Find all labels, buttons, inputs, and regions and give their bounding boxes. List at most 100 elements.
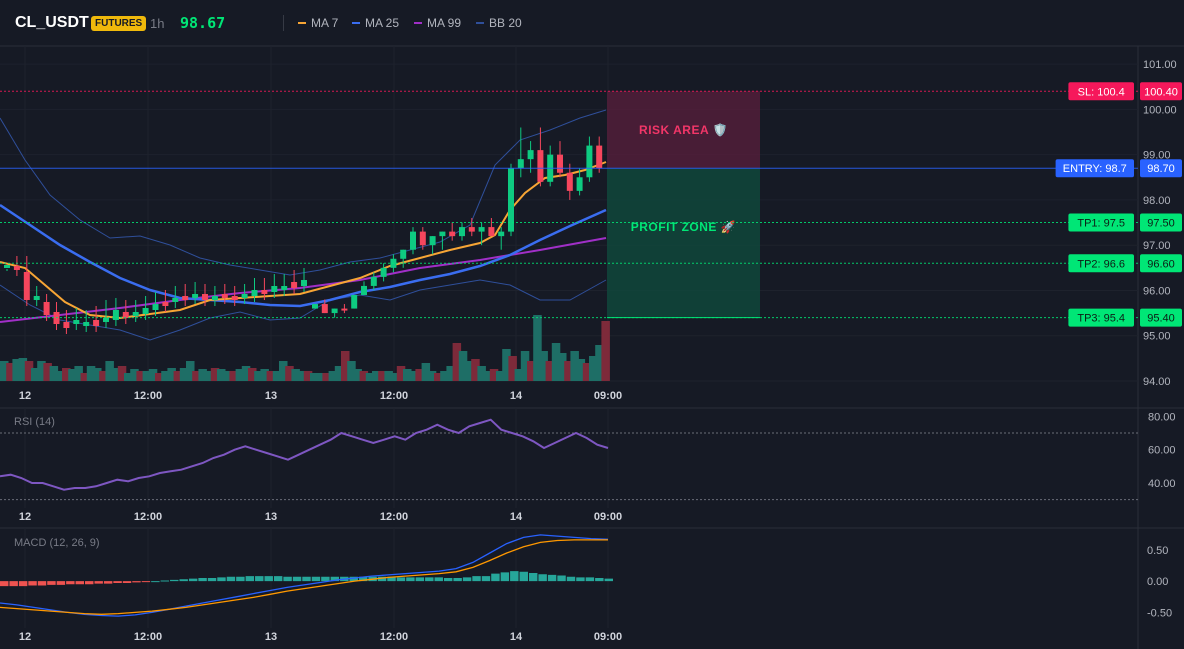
volume-bar (86, 366, 96, 381)
candle-body (132, 312, 139, 316)
volume-bar (496, 371, 505, 381)
macd-histogram-bar (595, 578, 604, 582)
volume-bar (186, 361, 195, 381)
macd-histogram-bar (358, 576, 368, 582)
volume-bar (105, 361, 114, 381)
volume-bar (285, 366, 294, 381)
volume-bar (0, 361, 9, 381)
volume-bar (117, 366, 127, 381)
price-axis-tick: 98.00 (1143, 195, 1171, 207)
header-divider (283, 15, 284, 31)
macd-histogram-bar (255, 576, 264, 582)
rsi-title: RSI (14) (14, 416, 55, 428)
profit-zone-label: PROFIT ZONE 🚀 (631, 220, 736, 234)
volume-bar (527, 361, 536, 381)
macd-axis-tick: 0.50 (1147, 545, 1168, 557)
macd-histogram-bar (132, 581, 141, 583)
time-axis-tick: 12:00 (134, 390, 162, 402)
price-axis-tick: 97.00 (1143, 240, 1171, 252)
volume-bar (558, 353, 567, 381)
macd-histogram-bar (217, 577, 226, 582)
macd-histogram-bar (292, 576, 302, 582)
candle-body (576, 177, 583, 191)
macd-histogram-bar (453, 578, 462, 582)
legend-ma99-label: MA 99 (427, 16, 462, 30)
volume-bar (248, 368, 257, 381)
candle-body (202, 294, 208, 300)
volume-bar (37, 361, 46, 381)
candle-body (488, 227, 495, 237)
candle-body (281, 286, 288, 290)
level-label: ENTRY: 98.7 (1063, 163, 1127, 175)
macd-histogram-bar (283, 576, 292, 582)
macd-histogram-bar (538, 574, 547, 582)
volume-bar (74, 366, 83, 381)
macd-histogram-bar (472, 576, 481, 582)
volume-bar (427, 371, 437, 381)
candle-body (439, 231, 446, 237)
macd-histogram-bar (103, 581, 113, 584)
candle-body (122, 312, 129, 318)
volume-bar (384, 371, 393, 381)
candle-body (380, 267, 387, 277)
candle-body (83, 322, 90, 326)
macd-histogram-bar (122, 581, 132, 583)
volume-bar (520, 351, 530, 381)
volume-bar (421, 363, 431, 381)
legend-bb20[interactable]: BB 20 (476, 16, 522, 30)
risk-zone (607, 91, 760, 169)
macd-histogram-bar (18, 581, 28, 587)
volume-bar (235, 369, 245, 381)
volume-bar (161, 371, 170, 381)
level-label: TP3: 95.4 (1077, 313, 1125, 325)
volume-bar (93, 368, 102, 381)
candle-body (361, 285, 367, 295)
volume-bar (434, 373, 443, 381)
legend-ma7[interactable]: MA 7 (298, 16, 338, 30)
volume-bar (477, 366, 486, 381)
symbol-name[interactable]: CL_USDT (15, 14, 89, 31)
macd-title: MACD (12, 26, 9) (14, 537, 100, 549)
volume-bar (502, 349, 511, 381)
candle-body (241, 294, 248, 298)
macd-time-tick: 14 (510, 631, 523, 643)
level-label-bg (1068, 213, 1134, 232)
legend-ma99[interactable]: MA 99 (414, 16, 461, 30)
price-axis-tick: 96.00 (1143, 285, 1171, 297)
macd-histogram-bar (9, 581, 18, 587)
macd-histogram-bar (604, 578, 613, 582)
macd-histogram-bar (47, 581, 56, 585)
macd-histogram-bar (0, 581, 9, 587)
price-axis-tick: 101.00 (1143, 59, 1177, 71)
volume-bar (440, 371, 449, 381)
macd-histogram-bar (188, 578, 198, 582)
volume-bar (223, 371, 232, 381)
volume-bar (310, 373, 319, 381)
volume-bar (471, 359, 480, 381)
rsi-time-tick: 12:00 (134, 511, 162, 523)
volume-bar (254, 371, 263, 381)
volume-bar (601, 321, 610, 381)
legend-ma25[interactable]: MA 25 (352, 16, 399, 30)
volume-bar (80, 373, 90, 381)
macd-histogram-bar (415, 577, 425, 582)
rsi-time-tick: 12 (19, 511, 31, 523)
candle-body (63, 322, 70, 328)
volume-bar (12, 359, 21, 381)
timeframe-label[interactable]: 1h (150, 16, 165, 31)
macd-histogram-bar (66, 581, 75, 585)
candle-body (566, 172, 573, 191)
volume-bar (148, 369, 158, 381)
candle-body (527, 150, 534, 160)
candle-body (172, 298, 179, 302)
macd-histogram-bar (179, 579, 188, 582)
volume-bar (365, 373, 375, 381)
macd-axis-tick: 0.00 (1147, 576, 1168, 588)
candle-body (291, 282, 298, 288)
rsi-time-tick: 13 (265, 511, 277, 523)
level-label-bg (1068, 82, 1134, 101)
price-tag: 95.40 (1147, 313, 1175, 325)
volume-bar (62, 368, 71, 381)
volume-bar (130, 369, 139, 381)
